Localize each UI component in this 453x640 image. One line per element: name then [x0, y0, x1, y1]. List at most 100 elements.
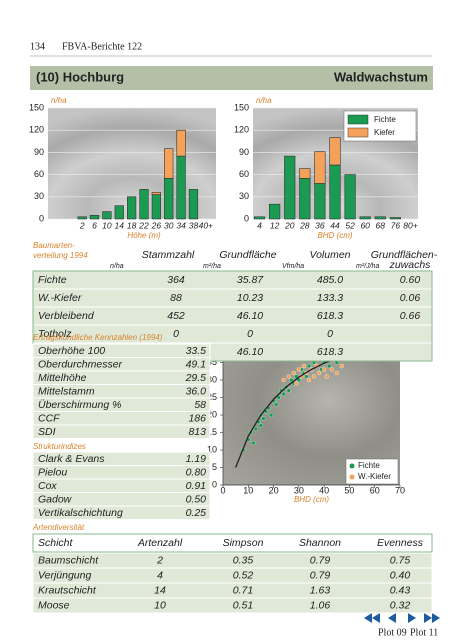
point	[289, 377, 294, 383]
point	[321, 367, 327, 372]
first-arrow[interactable]	[364, 613, 372, 623]
previous-plot-link[interactable]: Plot 09	[378, 627, 407, 638]
x-tick-label: 28	[299, 220, 310, 230]
row-label: Moose	[38, 599, 70, 611]
table-row	[32, 505, 211, 520]
point	[286, 374, 291, 379]
row-label: Gadow	[38, 493, 73, 505]
table-cell: 0.06	[400, 292, 421, 304]
page-number: 134	[30, 41, 45, 52]
row-label: W.-Kiefer	[38, 292, 82, 304]
x-tick-label: 60	[360, 220, 370, 230]
column-header: Stammzahl	[142, 249, 195, 261]
bar	[127, 196, 137, 220]
column-header: Grundfläche	[219, 249, 276, 261]
first-arrow[interactable]	[372, 613, 380, 623]
table-cell: 485.0	[317, 274, 343, 286]
table-cell: 0.43	[390, 584, 411, 596]
x-tick-label: 30	[294, 485, 304, 495]
row-label: SDI	[38, 426, 56, 438]
y-tick-label: 150	[234, 102, 249, 112]
x-tick-label: 44	[330, 220, 340, 230]
bar	[359, 216, 371, 220]
point	[253, 426, 259, 432]
row-label: Vertikalschichtung	[38, 507, 123, 519]
table-cell: 618.3	[317, 310, 343, 322]
point	[273, 402, 279, 407]
y-tick-label: 90	[34, 147, 44, 157]
point	[291, 370, 296, 376]
column-header: Volumen	[309, 249, 350, 261]
x-tick-label: 80+	[403, 220, 417, 230]
row-label: Verbleibend	[38, 310, 95, 322]
x-axis-label: Höhe (m)	[127, 231, 161, 240]
y-tick-label: 30	[239, 191, 249, 201]
table-cell: 0.66	[400, 310, 421, 322]
row-label: Mittelstamm	[38, 385, 95, 397]
table-cell: 0.52	[233, 569, 254, 581]
table-label: verteilung 1994	[33, 251, 88, 260]
x-tick-label: 40	[319, 485, 329, 495]
legend-label: Kiefer	[374, 128, 395, 137]
x-tick-label: 40+	[199, 220, 213, 230]
bar	[102, 211, 112, 220]
column-header: Grundflächen-	[371, 249, 438, 261]
x-tick-label: 30	[164, 220, 174, 230]
y-tick-label: 20	[207, 409, 217, 419]
bar	[374, 216, 386, 220]
x-tick-label: 34	[176, 220, 186, 230]
bar	[253, 216, 266, 220]
table-cell: 0.25	[186, 507, 207, 519]
x-axis-label: BHD (cm)	[317, 231, 352, 240]
table-cell: 33.5	[186, 345, 207, 357]
x-tick-label: 36	[315, 220, 325, 230]
last-arrow[interactable]	[432, 613, 440, 623]
x-tick-label: 20	[284, 220, 295, 230]
bar	[314, 151, 326, 184]
point	[251, 440, 256, 446]
table-cell: 10.23	[237, 292, 263, 304]
table-cell: 0.91	[186, 480, 206, 492]
point	[258, 423, 264, 428]
table-cell: 1.06	[310, 599, 331, 611]
x-tick-label: 6	[92, 220, 97, 230]
unit-label: n/ha	[110, 263, 124, 270]
table-cell: 0.79	[310, 569, 331, 581]
table-cell: 1.19	[186, 453, 207, 465]
bar	[284, 155, 296, 220]
table-cell: 1.63	[310, 584, 331, 596]
x-tick-label: 68	[376, 220, 386, 230]
table-cell: 49.1	[186, 358, 206, 370]
x-tick-label: 4	[257, 220, 262, 230]
running-header: FBVA-Berichte 122	[62, 41, 142, 52]
row-label: Clark & Evans	[38, 453, 105, 465]
y-axis-label: n/ha	[51, 96, 67, 105]
x-tick-label: 52	[345, 220, 355, 230]
y-tick-label: 60	[34, 169, 44, 179]
table-cell: 35.87	[237, 274, 264, 286]
point	[306, 363, 312, 369]
bar	[269, 203, 281, 220]
column-header: Shannon	[299, 537, 341, 549]
table-cell: 618.3	[317, 346, 343, 358]
y-tick-label: 25	[207, 392, 217, 402]
next-arrow[interactable]	[408, 613, 416, 623]
bar	[89, 215, 100, 220]
column-header: Schicht	[38, 537, 74, 549]
row-label: Oberhöhe 100	[38, 345, 105, 357]
legend-label: Fichte	[374, 115, 396, 124]
point	[296, 367, 302, 372]
table-row	[32, 478, 211, 493]
row-label: Mittelhöhe	[38, 372, 87, 384]
table-header	[32, 533, 433, 553]
table-cell: 46.10	[237, 310, 263, 322]
table-cell: 0.75	[390, 554, 411, 566]
y-tick-label: 0	[244, 213, 249, 223]
panel-heading: Strukturindizes	[33, 442, 86, 451]
x-tick-label: 70	[395, 485, 405, 495]
next-plot-link[interactable]: Plot 11	[410, 627, 438, 638]
last-arrow[interactable]	[424, 613, 432, 623]
x-tick-label: 60	[370, 485, 380, 495]
previous-arrow[interactable]	[388, 613, 396, 623]
plot-title: (10) Hochburg	[36, 69, 124, 84]
